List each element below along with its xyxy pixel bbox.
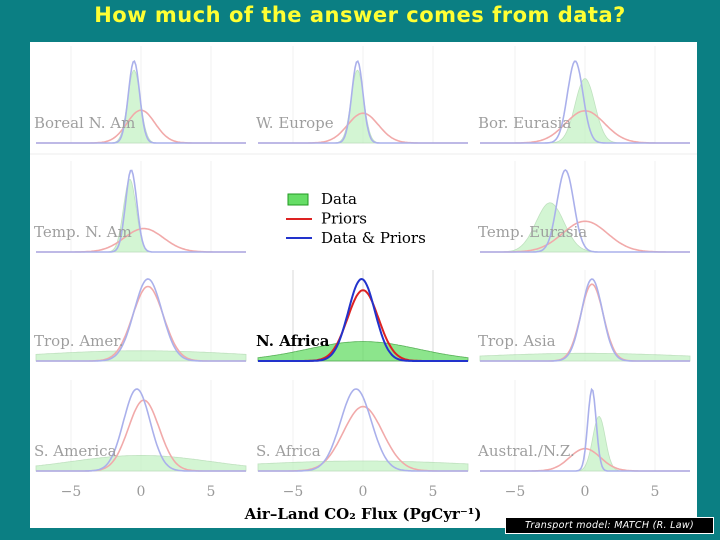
data-priors-line bbox=[36, 278, 246, 362]
data-area bbox=[36, 69, 246, 144]
x-tick-label: 0 bbox=[581, 484, 590, 500]
panel-6: N. Africa bbox=[256, 270, 469, 362]
data-area bbox=[35, 350, 247, 362]
credit-box: Transport model: MATCH (R. Law) bbox=[505, 517, 714, 534]
panel-0: Boreal N. Am bbox=[34, 46, 246, 144]
data-priors-line bbox=[258, 59, 468, 144]
data-priors-line bbox=[480, 60, 690, 144]
x-tick-label: −5 bbox=[505, 484, 526, 500]
panel-4: Temp. Eurasia bbox=[478, 161, 690, 253]
flux-chart: Boreal N. Am W. Europe Bor. Eurasia Temp. N… bbox=[30, 46, 697, 523]
data-area bbox=[257, 341, 469, 362]
panel-label: W. Europe bbox=[256, 114, 334, 132]
data-area bbox=[36, 179, 246, 253]
panel-5: Trop. Amer. bbox=[34, 270, 247, 362]
panel-label: Austral./N.Z. bbox=[477, 442, 575, 460]
priors-line bbox=[36, 109, 246, 144]
panel-2: Bor. Eurasia bbox=[478, 46, 690, 144]
x-tick-label: 5 bbox=[207, 484, 216, 500]
priors-line bbox=[258, 405, 468, 472]
priors-line bbox=[36, 227, 246, 253]
data-priors-line bbox=[36, 60, 246, 144]
data-area bbox=[258, 69, 468, 144]
legend-entry: Data bbox=[321, 190, 357, 208]
data-area bbox=[480, 78, 690, 144]
priors-line bbox=[480, 220, 690, 253]
panel-label: Trop. Asia bbox=[478, 332, 556, 350]
data-priors-line bbox=[480, 278, 690, 362]
data-priors-line bbox=[36, 388, 246, 472]
priors-line bbox=[480, 109, 690, 144]
panel-label: Bor. Eurasia bbox=[478, 114, 571, 132]
x-tick-label: 5 bbox=[429, 484, 438, 500]
data-area bbox=[479, 352, 691, 362]
panel-label: S. Africa bbox=[256, 442, 321, 460]
data-priors-line bbox=[480, 168, 690, 253]
panel-3: Temp. N. Am bbox=[34, 161, 246, 253]
data-area bbox=[480, 202, 690, 253]
priors-line bbox=[36, 399, 246, 472]
data-priors-line bbox=[36, 169, 246, 253]
x-tick-label: −5 bbox=[61, 484, 82, 500]
panel-7: Trop. Asia bbox=[478, 270, 691, 362]
data-area bbox=[480, 416, 690, 472]
x-tick-label: 5 bbox=[651, 484, 660, 500]
legend-entry: Priors bbox=[321, 210, 367, 228]
data-area bbox=[35, 455, 247, 472]
panel-label: Boreal N. Am bbox=[34, 114, 135, 132]
x-tick-label: −5 bbox=[283, 484, 304, 500]
panel-label: Temp. N. Am bbox=[34, 223, 132, 241]
figure-panel: Boreal N. Am W. Europe Bor. Eurasia Temp. N… bbox=[30, 42, 697, 528]
priors-line bbox=[480, 283, 690, 362]
panel-8: S. America bbox=[34, 380, 247, 472]
data-priors-line bbox=[258, 277, 468, 362]
legend-entry: Data & Priors bbox=[321, 229, 426, 247]
panel-label: S. America bbox=[34, 442, 117, 460]
data-priors-line bbox=[480, 387, 690, 472]
legend-swatch-data bbox=[287, 193, 309, 206]
panel-label: Trop. Amer. bbox=[34, 332, 124, 350]
x-axis-label: Air–Land CO₂ Flux (PgCyr⁻¹) bbox=[244, 505, 482, 523]
data-priors-line bbox=[258, 388, 468, 472]
panel-9: S. Africa bbox=[256, 380, 469, 472]
data-area bbox=[257, 460, 469, 472]
panel-10: Austral./N.Z. bbox=[477, 380, 690, 472]
priors-line bbox=[480, 447, 690, 472]
panel-label: N. Africa bbox=[256, 332, 330, 350]
panel-1: W. Europe bbox=[256, 46, 468, 144]
x-tick-label: 0 bbox=[359, 484, 368, 500]
priors-line bbox=[36, 285, 246, 362]
priors-line bbox=[258, 112, 468, 144]
x-tick-label: 0 bbox=[137, 484, 146, 500]
slide-title: How much of the answer comes from data? bbox=[94, 3, 626, 27]
panel-label: Temp. Eurasia bbox=[478, 223, 587, 241]
